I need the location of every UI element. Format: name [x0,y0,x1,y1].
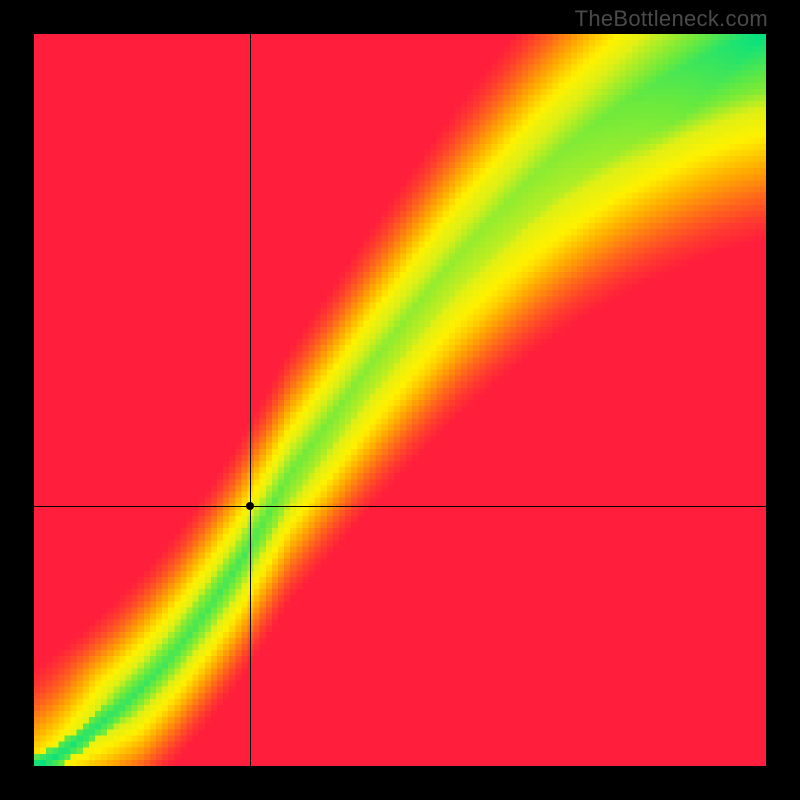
heatmap-plot [34,34,766,766]
crosshair-vertical [250,34,251,766]
crosshair-horizontal [34,506,766,507]
crosshair-marker [246,502,254,510]
watermark-text: TheBottleneck.com [575,6,768,32]
heatmap-canvas [34,34,766,766]
